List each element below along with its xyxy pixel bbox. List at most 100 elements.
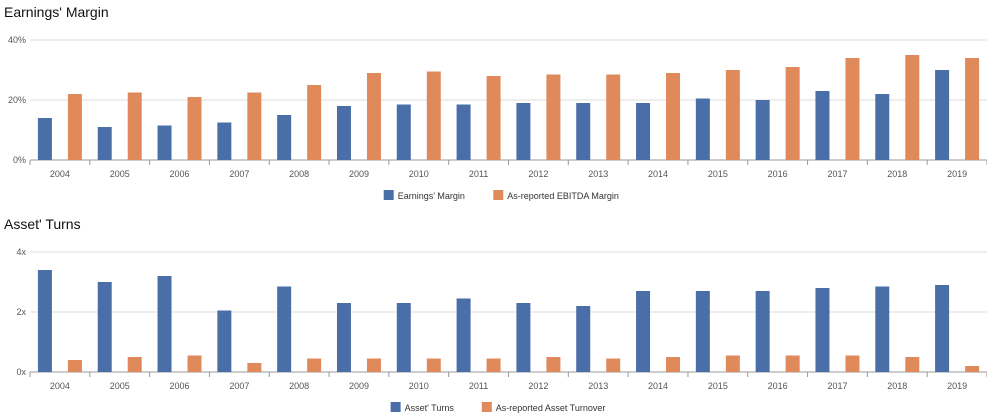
x-tick-label: 2017 (827, 381, 847, 391)
bar-series-b (905, 55, 920, 160)
bar-series-a (97, 282, 112, 372)
bar-series-b (486, 358, 501, 372)
bar-series-a (396, 104, 411, 160)
bar-series-b (307, 85, 322, 160)
bar-series-b (187, 355, 202, 372)
bar-series-b (965, 366, 980, 372)
x-tick-label: 2007 (229, 381, 249, 391)
bar-series-b (606, 74, 621, 160)
bar-series-b (366, 358, 381, 372)
x-tick-label: 2018 (887, 381, 907, 391)
y-tick-label: 4x (16, 247, 26, 257)
x-tick-label: 2018 (887, 169, 907, 179)
bar-series-b (546, 74, 561, 160)
x-tick-label: 2008 (289, 169, 309, 179)
bar-series-a (815, 91, 830, 160)
bar-series-a (636, 103, 651, 160)
bar-series-b (67, 360, 82, 372)
x-tick-label: 2016 (768, 169, 788, 179)
x-tick-label: 2010 (409, 169, 429, 179)
bar-series-a (935, 285, 950, 372)
bar-series-a (516, 303, 531, 372)
bar-series-b (785, 67, 800, 160)
bar-series-a (875, 286, 890, 372)
bar-series-b (307, 358, 322, 372)
bar-series-a (336, 303, 351, 372)
bar-series-a (396, 303, 411, 372)
legend-swatch (493, 190, 504, 200)
x-tick-label: 2010 (409, 381, 429, 391)
x-tick-label: 2012 (528, 169, 548, 179)
legend-label: Asset' Turns (405, 403, 455, 413)
bar-series-a (277, 115, 292, 160)
bar-series-b (666, 357, 681, 372)
bar-series-b (845, 58, 860, 160)
bar-series-b (127, 357, 142, 372)
bar-series-b (426, 358, 441, 372)
chart-title-asset-turns: Asset' Turns (4, 216, 81, 232)
bar-series-b (785, 355, 800, 372)
bar-series-b (725, 355, 740, 372)
bar-series-b (546, 357, 561, 372)
bar-series-b (486, 76, 501, 160)
bar-series-a (277, 286, 292, 372)
earnings-margin-chart: 0% 20% 40% 2004 2005 2006 2007 2008 2009 2010 2011… (8, 35, 987, 201)
x-tick-label: 2013 (588, 169, 608, 179)
bar-series-a (516, 103, 531, 160)
bar-series-a (97, 127, 112, 160)
bar-series-a (456, 104, 471, 160)
legend-swatch (383, 190, 394, 200)
y-tick-label: 0% (13, 155, 26, 165)
x-tick-label: 2017 (827, 169, 847, 179)
bar-series-b (606, 358, 621, 372)
x-tick-label: 2019 (947, 381, 967, 391)
bar-series-a (695, 291, 710, 372)
x-tick-label: 2014 (648, 381, 668, 391)
bar-series-b (366, 73, 381, 160)
chart-title-earnings-margin: Earnings' Margin (4, 4, 109, 20)
x-tick-label: 2007 (229, 169, 249, 179)
bar-series-b (666, 73, 681, 160)
x-tick-label: 2006 (170, 381, 190, 391)
bar-series-b (67, 94, 82, 160)
x-tick-label: 2006 (170, 169, 190, 179)
y-tick-label: 0x (16, 367, 26, 377)
x-tick-label: 2004 (50, 381, 70, 391)
bar-series-a (755, 100, 770, 160)
x-tick-label: 2008 (289, 381, 309, 391)
bar-series-a (636, 291, 651, 372)
x-tick-label: 2013 (588, 381, 608, 391)
x-tick-label: 2016 (768, 381, 788, 391)
bar-series-a (576, 103, 591, 160)
legend-label: As-reported EBITDA Margin (507, 191, 619, 201)
bar-series-a (157, 125, 172, 160)
bar-series-b (426, 71, 441, 160)
bar-series-b (247, 92, 262, 160)
bar-series-b (247, 363, 262, 372)
x-tick-label: 2004 (50, 169, 70, 179)
x-tick-label: 2009 (349, 169, 369, 179)
legend-swatch (481, 402, 492, 412)
bar-series-a (875, 94, 890, 160)
bar-series-a (755, 291, 770, 372)
bar-series-a (37, 118, 52, 160)
x-tick-label: 2005 (110, 381, 130, 391)
x-tick-label: 2011 (469, 169, 488, 179)
legend-label: As-reported Asset Turnover (496, 403, 606, 413)
bar-series-a (695, 98, 710, 160)
bar-series-b (965, 58, 980, 160)
bar-series-a (456, 298, 471, 372)
bar-series-b (905, 357, 920, 372)
y-tick-label: 2x (16, 307, 26, 317)
x-tick-label: 2019 (947, 169, 967, 179)
bar-series-b (187, 97, 202, 160)
bar-series-b (127, 92, 142, 160)
legend-swatch (390, 402, 401, 412)
x-tick-label: 2005 (110, 169, 130, 179)
x-tick-label: 2009 (349, 381, 369, 391)
x-tick-label: 2015 (708, 169, 728, 179)
x-tick-label: 2014 (648, 169, 668, 179)
bar-series-a (336, 106, 351, 160)
bar-series-b (725, 70, 740, 160)
